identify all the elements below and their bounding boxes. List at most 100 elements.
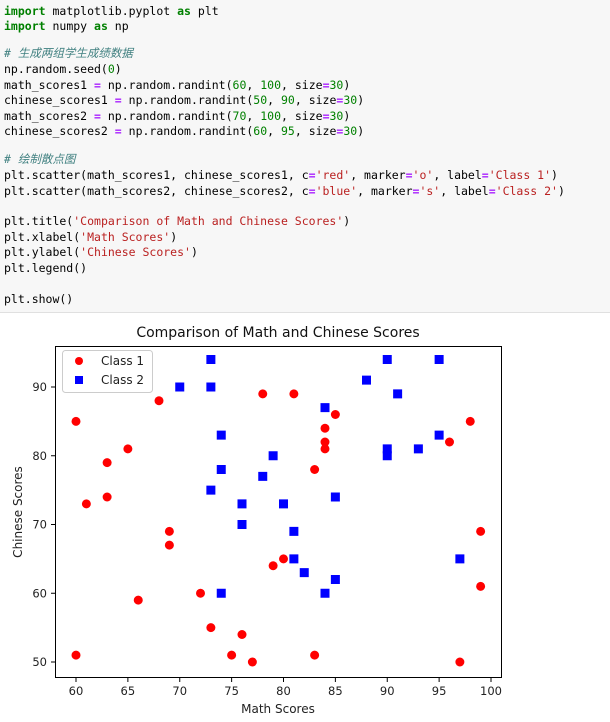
square-marker <box>455 554 465 564</box>
circle-marker <box>164 540 174 550</box>
circle-marker <box>102 492 112 502</box>
svg-text:90: 90 <box>380 684 395 698</box>
x-axis: 60 65 70 75 80 85 90 95 100 <box>69 678 502 698</box>
code-line: math_scores2 = np.random.randint(70, 100… <box>4 109 351 123</box>
circle-marker <box>320 437 330 447</box>
square-marker <box>434 355 444 364</box>
circle-marker <box>330 410 340 419</box>
square-marker <box>237 499 247 509</box>
svg-text:80: 80 <box>32 449 47 463</box>
circle-marker <box>455 657 465 667</box>
circle-marker <box>476 581 486 591</box>
chart-output: Comparison of Math and Chinese Scores 60… <box>0 313 610 717</box>
code-line: plt.show() <box>4 292 74 306</box>
square-marker <box>279 499 288 509</box>
code-line: plt.legend() <box>4 261 88 275</box>
svg-text:70: 70 <box>172 684 187 698</box>
square-marker <box>299 568 309 578</box>
circle-marker <box>279 554 288 564</box>
code-line: chinese_scores2 = np.random.randint(60, … <box>4 124 365 138</box>
circle-marker <box>268 561 278 571</box>
legend-square-icon <box>75 376 83 384</box>
square-marker <box>216 430 226 440</box>
y-axis-label: Chinese Scores <box>11 466 25 558</box>
circle-marker <box>123 444 133 454</box>
circle-marker <box>164 526 174 536</box>
square-marker <box>268 451 278 461</box>
square-marker <box>175 382 185 392</box>
code-line: import numpy as np <box>4 19 129 33</box>
square-marker <box>382 451 392 461</box>
svg-text:65: 65 <box>121 684 136 698</box>
circle-marker <box>465 416 475 426</box>
circle-marker <box>258 389 268 399</box>
code-line: plt.title('Comparison of Math and Chines… <box>4 214 351 228</box>
square-marker <box>393 389 403 399</box>
scatter-chart: Comparison of Math and Chinese Scores 60… <box>11 325 502 716</box>
circle-marker <box>247 657 257 667</box>
circle-marker <box>102 458 112 468</box>
code-line: math_scores1 = np.random.randint(60, 100… <box>4 78 351 92</box>
y-axis: 50 60 70 80 90 <box>32 380 55 669</box>
circle-marker <box>81 499 91 509</box>
legend-circle-icon <box>75 357 83 365</box>
circle-marker <box>320 444 330 454</box>
circle-marker <box>320 423 330 433</box>
circle-marker <box>71 416 81 426</box>
svg-text:60: 60 <box>32 586 47 600</box>
svg-text:50: 50 <box>32 655 47 669</box>
circle-marker <box>227 650 237 660</box>
svg-text:75: 75 <box>224 684 239 698</box>
code-line: import matplotlib.pyplot as plt <box>4 4 219 18</box>
square-marker <box>237 520 247 529</box>
svg-text:100: 100 <box>480 684 502 698</box>
x-axis-label: Math Scores <box>241 702 315 716</box>
circle-marker <box>310 650 320 660</box>
circle-marker <box>206 623 216 633</box>
square-marker <box>289 526 299 536</box>
code-line: plt.ylabel('Chinese Scores') <box>4 245 198 259</box>
circle-marker <box>310 465 320 474</box>
square-marker <box>206 355 216 364</box>
circle-marker <box>71 650 81 660</box>
square-marker <box>434 430 444 440</box>
square-marker <box>320 588 330 598</box>
square-marker <box>206 485 216 495</box>
code-line: plt.xlabel('Math Scores') <box>4 230 178 244</box>
circle-marker <box>476 526 486 536</box>
svg-text:70: 70 <box>32 518 47 532</box>
circle-marker <box>289 389 299 399</box>
code-line: # 生成两组学生成绩数据 <box>4 46 133 60</box>
circle-marker <box>445 437 454 447</box>
legend-box <box>62 350 153 393</box>
svg-text:95: 95 <box>432 684 447 698</box>
chart-title: Comparison of Math and Chinese Scores <box>136 325 419 341</box>
circle-marker <box>154 396 164 406</box>
svg-text:80: 80 <box>276 684 291 698</box>
code-line: plt.scatter(math_scores2, chinese_scores… <box>4 184 565 198</box>
square-marker <box>382 444 392 454</box>
square-marker <box>330 575 340 584</box>
square-marker <box>382 355 392 364</box>
square-marker <box>362 375 371 385</box>
square-marker <box>320 403 330 413</box>
code-line: plt.scatter(math_scores1, chinese_scores… <box>4 168 558 182</box>
square-marker <box>206 382 216 392</box>
code-line: # 绘制散点图 <box>4 152 76 166</box>
square-marker <box>289 554 299 564</box>
circle-marker <box>196 588 205 598</box>
code-cell[interactable]: import matplotlib.pyplot as plt import nu… <box>0 0 610 313</box>
square-marker <box>413 444 423 454</box>
data-points <box>71 355 486 667</box>
square-marker <box>258 471 268 481</box>
legend-label-class-2: Class 2 <box>101 373 144 387</box>
legend: Class 1 Class 2 <box>62 350 153 393</box>
code-line: np.random.seed(0) <box>4 62 122 76</box>
square-marker <box>216 465 226 474</box>
svg-text:90: 90 <box>32 380 47 394</box>
code-line: chinese_scores1 = np.random.randint(50, … <box>4 93 365 107</box>
circle-marker <box>237 630 247 639</box>
square-marker <box>330 492 340 502</box>
svg-text:60: 60 <box>69 684 84 698</box>
plot-area <box>55 346 502 678</box>
